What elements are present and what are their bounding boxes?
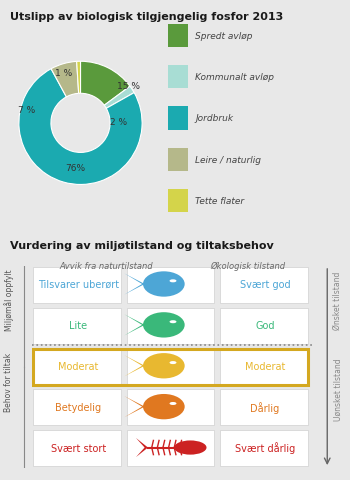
- Bar: [220, 349, 308, 385]
- Bar: [33, 349, 308, 385]
- Circle shape: [169, 321, 176, 324]
- Text: Dårlig: Dårlig: [250, 401, 279, 413]
- Wedge shape: [77, 62, 81, 94]
- Polygon shape: [136, 438, 148, 457]
- Bar: [127, 308, 215, 344]
- Bar: [33, 267, 121, 303]
- Ellipse shape: [143, 353, 185, 379]
- Text: Jordbruk: Jordbruk: [195, 114, 233, 123]
- Text: Ønsket tilstand: Ønsket tilstand: [333, 271, 342, 329]
- Polygon shape: [124, 396, 145, 418]
- Text: 76%: 76%: [65, 163, 86, 172]
- Text: Tette flater: Tette flater: [195, 197, 245, 205]
- Bar: [220, 390, 308, 426]
- Bar: [168, 148, 188, 171]
- Text: Kommunalt avløp: Kommunalt avløp: [195, 73, 274, 82]
- Bar: [127, 267, 215, 303]
- Text: Tilsvarer uberørt: Tilsvarer uberørt: [37, 279, 119, 289]
- Bar: [220, 431, 308, 467]
- Wedge shape: [19, 70, 142, 185]
- Text: Miljømål oppfylt: Miljømål oppfylt: [4, 269, 14, 331]
- Circle shape: [174, 441, 206, 455]
- Circle shape: [169, 280, 176, 283]
- Text: Vurdering av miljøtilstand og tiltaksbehov: Vurdering av miljøtilstand og tiltaksbeh…: [10, 241, 274, 251]
- Bar: [33, 390, 121, 426]
- Bar: [168, 107, 188, 131]
- Wedge shape: [104, 87, 134, 109]
- Ellipse shape: [143, 272, 185, 297]
- Bar: [220, 267, 308, 303]
- Text: 15 %: 15 %: [117, 82, 140, 91]
- Text: Betydelig: Betydelig: [55, 402, 101, 412]
- Ellipse shape: [143, 394, 185, 420]
- Text: Leire / naturlig: Leire / naturlig: [195, 156, 261, 165]
- Text: Behov for tiltak: Behov for tiltak: [4, 352, 13, 411]
- Polygon shape: [124, 314, 145, 336]
- Ellipse shape: [143, 312, 185, 338]
- Circle shape: [169, 361, 176, 364]
- Text: Uønsket tilstand: Uønsket tilstand: [333, 358, 342, 420]
- Bar: [168, 25, 188, 48]
- Circle shape: [169, 402, 176, 405]
- Text: Svært stort: Svært stort: [50, 443, 106, 453]
- Text: Moderat: Moderat: [245, 361, 285, 371]
- Bar: [127, 390, 215, 426]
- Text: 2 %: 2 %: [110, 118, 127, 127]
- Text: Avvik fra naturtilstand: Avvik fra naturtilstand: [60, 262, 153, 271]
- Text: Utslipp av biologisk tilgjengelig fosfor 2013: Utslipp av biologisk tilgjengelig fosfor…: [10, 12, 284, 22]
- Text: Spredt avløp: Spredt avløp: [195, 32, 253, 41]
- Text: 1 %: 1 %: [55, 69, 72, 78]
- Bar: [220, 308, 308, 344]
- Text: Økologisk tilstand: Økologisk tilstand: [210, 262, 285, 271]
- Text: Svært god: Svært god: [239, 279, 290, 289]
- Bar: [33, 349, 121, 385]
- Text: Moderat: Moderat: [58, 361, 98, 371]
- Text: Svært dårlig: Svært dårlig: [235, 442, 295, 454]
- Wedge shape: [51, 62, 79, 97]
- Bar: [127, 431, 215, 467]
- Bar: [33, 308, 121, 344]
- Polygon shape: [124, 274, 145, 295]
- Bar: [168, 190, 188, 213]
- Wedge shape: [80, 62, 130, 106]
- Text: 7 %: 7 %: [18, 106, 35, 115]
- Text: Lite: Lite: [69, 320, 87, 330]
- Polygon shape: [124, 355, 145, 377]
- Bar: [168, 66, 188, 89]
- Bar: [127, 349, 215, 385]
- Bar: [33, 431, 121, 467]
- Text: God: God: [255, 320, 275, 330]
